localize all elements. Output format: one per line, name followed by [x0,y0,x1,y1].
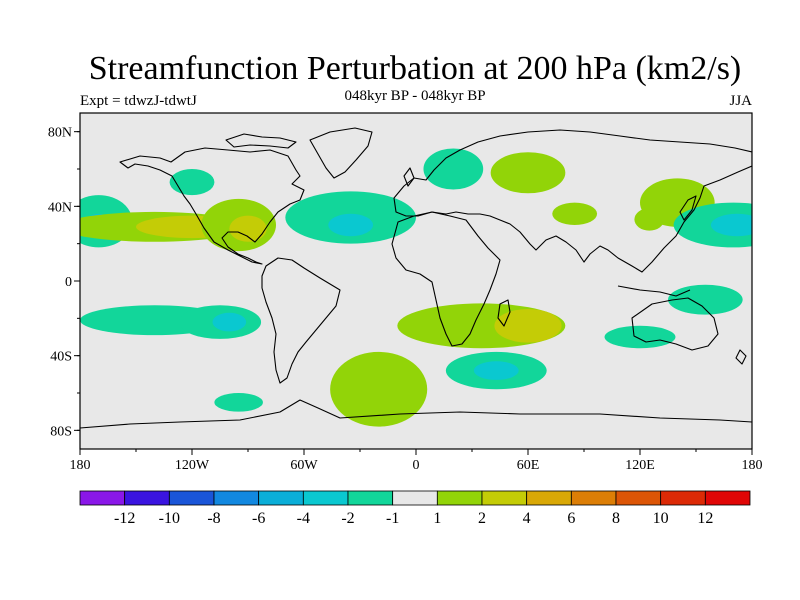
colorbar-swatch [124,490,170,506]
lat-tick-label: 0 [65,275,72,290]
anomaly-layer [80,148,752,427]
colorbar-label: 10 [653,510,669,527]
coast-north-america [119,147,305,265]
colorbar-swatch [615,490,662,506]
coast-south-america [261,257,341,384]
coastlines [80,127,752,429]
colorbar-swatch [526,490,572,506]
lat-tick-label: 40S [50,350,72,365]
colorbar-label: 6 [567,510,575,527]
colorbar-swatch [302,490,349,506]
colorbar-swatch [570,490,617,506]
anomaly-region [710,213,752,237]
lon-tick-label: 180 [742,458,763,473]
anomaly-region [473,361,519,380]
colorbar-label: 2 [478,510,486,527]
anomaly-region [169,169,215,196]
anomaly-region [634,208,665,231]
colorbar-swatch [213,490,260,506]
anomaly-region [328,213,374,237]
colorbar-swatch [79,490,126,506]
colorbar-swatch [168,490,215,506]
colorbar-label: 8 [612,510,620,527]
coast-japan [679,195,697,221]
anomaly-region [604,325,676,349]
coast-eurasia [393,129,752,273]
lat-tick-label: 80S [50,424,72,439]
lat-tick-label: 40N [48,200,72,215]
colorbar-label: -4 [297,510,310,527]
colorbar-swatch [704,490,751,506]
colorbar-label: -10 [159,510,180,527]
coast-greenland [309,127,373,179]
colorbar-swatch [436,490,483,506]
anomaly-region [668,284,743,315]
coast-madagascar [497,299,511,327]
anomaly-region [229,215,267,242]
lon-tick-label: 120E [625,458,655,473]
colorbar-swatch [347,490,394,506]
lon-tick-label: 60E [517,458,540,473]
colorbar-label: -6 [252,510,265,527]
lon-tick-label: 180 [70,458,91,473]
figure-title: Streamfunction Perturbation at 200 hPa (… [88,50,742,87]
lon-tick-label: 120W [175,458,210,473]
lon-tick-label: 60W [290,458,318,473]
colorbar-label: 12 [697,510,713,527]
colorbar-swatch [481,490,528,506]
anomaly-region [494,309,562,343]
colorbar-label: -1 [386,510,399,527]
axis-ticks: 180 120W 60W 0 60E 120E 180 80N 40N 0 40S 80S [48,126,763,473]
coast-britain [403,167,415,187]
colorbar-label: -12 [114,510,135,527]
colorbar-label: 4 [523,510,531,527]
anomaly-region [212,312,247,332]
coast-arctic-islands [225,133,297,149]
period-label: 048kyr BP - 048kyr BP [344,88,486,104]
anomaly-region [552,202,598,225]
coast-australia [631,297,719,351]
coast-new-zealand [735,349,747,365]
lat-tick-label: 80N [48,126,72,141]
season-label: JJA [729,93,752,109]
colorbar-swatch [258,490,304,506]
colorbar: -12 -10 -8 -6 -4 -2 -1 1 2 4 6 8 10 12 [79,490,751,527]
colorbar-swatch [392,490,438,506]
colorbar-swatch [660,490,706,506]
coast-indonesia [617,285,691,297]
colorbar-label: -2 [341,510,354,527]
colorbar-label: 1 [433,510,441,527]
anomaly-region [490,152,566,194]
anomaly-region [330,351,428,427]
coast-africa [391,211,501,347]
colorbar-label: -8 [207,510,220,527]
coast-antarctica [80,399,752,429]
anomaly-region [423,148,484,190]
lon-tick-label: 0 [413,458,420,473]
anomaly-region [214,393,263,412]
experiment-label: Expt = tdwzJ-tdwtJ [80,93,197,109]
